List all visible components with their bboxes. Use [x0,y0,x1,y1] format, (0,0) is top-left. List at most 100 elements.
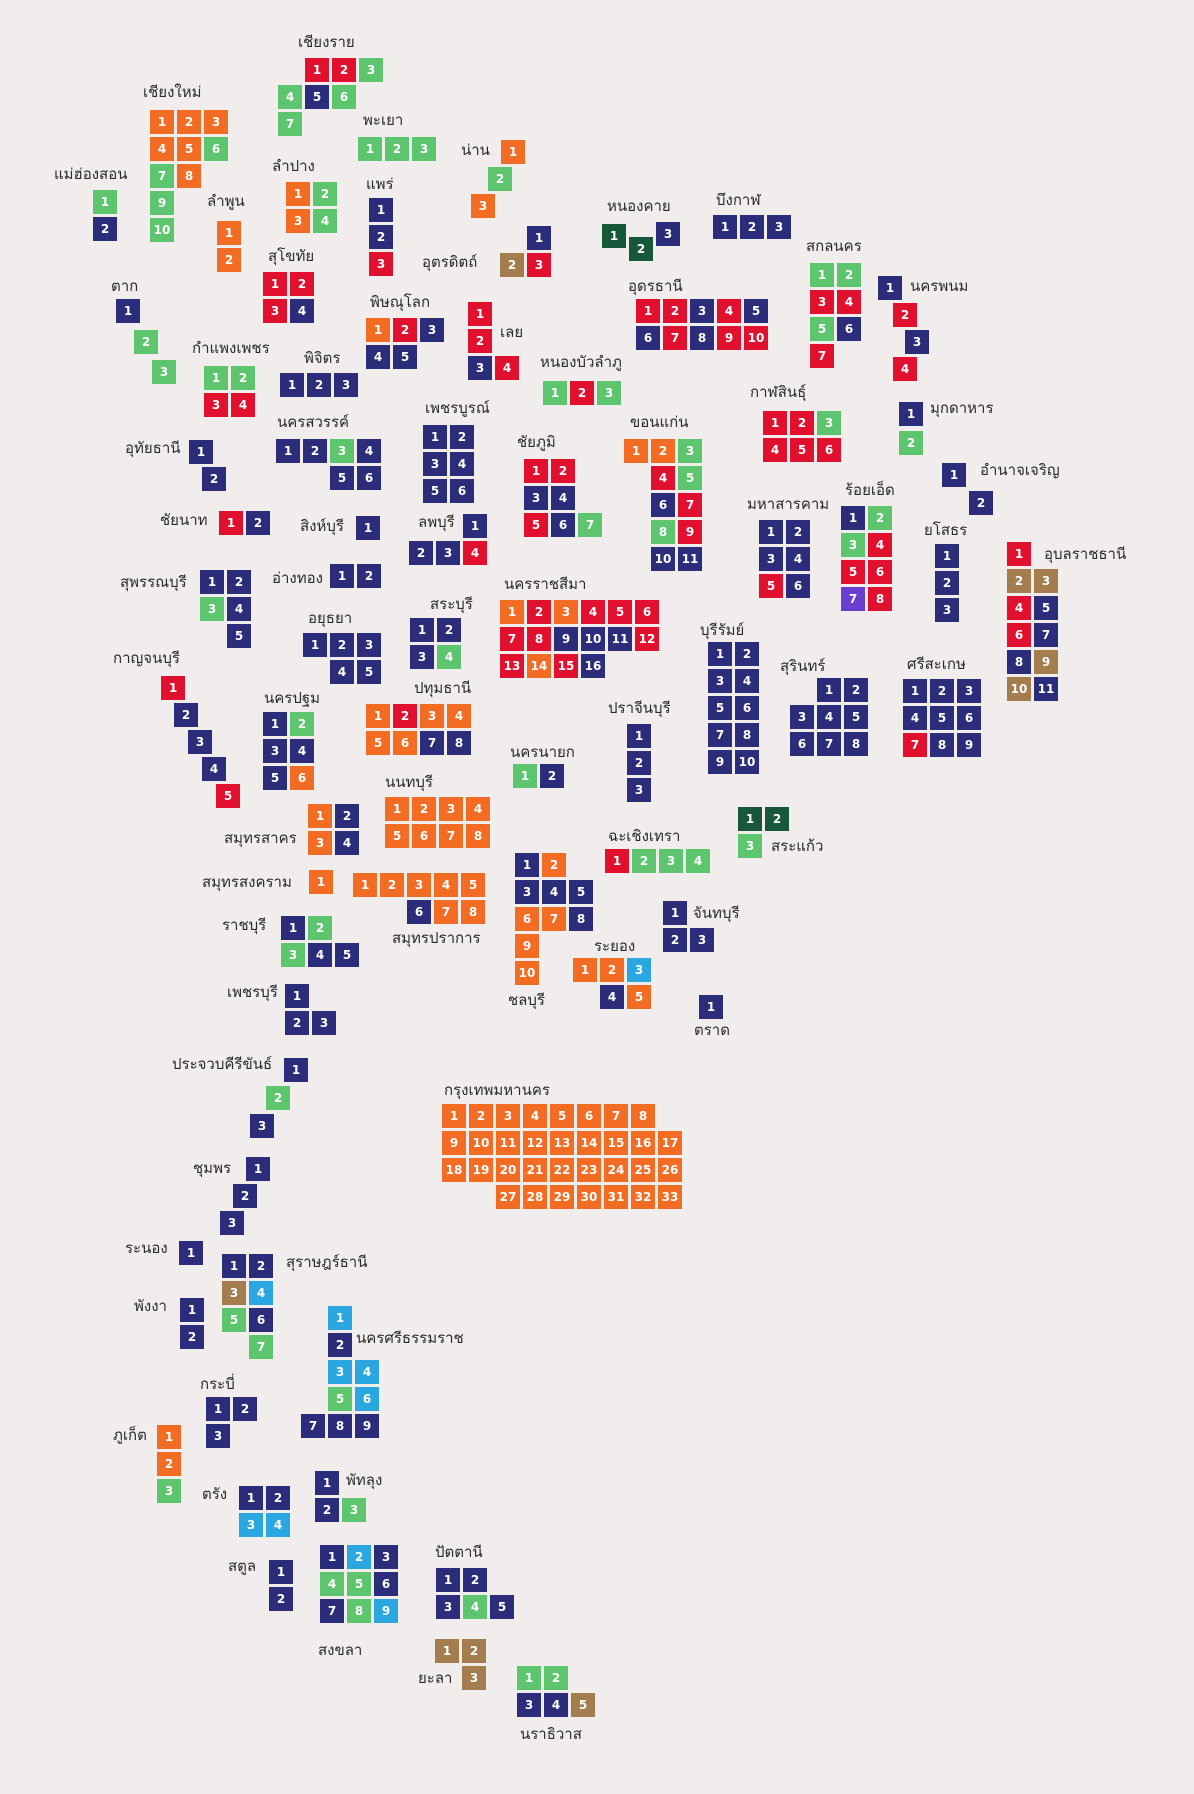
province-label: อุทัยธานี [125,439,181,457]
seat-tile: 9 [515,934,539,958]
seat-tile: 7 [604,1104,628,1128]
seat-tile: 5 [571,1693,595,1717]
seat-tile: 6 [786,574,810,598]
seat-tile: 3 [369,252,393,276]
seat-tile: 1 [320,1545,344,1569]
seat-tile: 7 [678,493,702,517]
seat-tile: 3 [204,393,228,417]
seat-tile: 4 [463,1595,487,1619]
seat-tile: 8 [347,1599,371,1623]
seat-tile: 8 [177,164,201,188]
seat-tile: 2 [786,520,810,544]
seat-tile: 5 [347,1572,371,1596]
seat-tile: 6 [407,900,431,924]
seat-tile: 2 [174,703,198,727]
seat-tile: 11 [496,1131,520,1155]
seat-tile: 4 [581,600,605,624]
seat-tile: 1 [738,807,762,831]
seat-tile: 1 [442,1104,466,1128]
province-label: ชุมพร [193,1159,232,1177]
seat-tile: 7 [663,326,687,350]
province-label: เชียงราย [298,33,355,51]
seat-tile: 4 [227,597,251,621]
seat-tile: 1 [663,901,687,925]
seat-tile: 19 [469,1158,493,1182]
seat-tile: 1 [161,676,185,700]
seat-tile: 3 [678,439,702,463]
seat-tile: 9 [374,1599,398,1623]
seat-tile: 3 [690,299,714,323]
seat-tile: 1 [636,299,660,323]
seat-tile: 1 [305,58,329,82]
seat-tile: 1 [281,916,305,940]
seat-tile: 2 [290,712,314,736]
seat-tile: 2 [393,704,417,728]
seat-tile: 2 [332,58,356,82]
province-label: อำนาจเจริญ [980,461,1060,479]
seat-tile: 6 [636,326,660,350]
seat-tile: 9 [708,750,732,774]
seat-tile: 1 [263,272,287,296]
seat-tile: 5 [627,985,651,1009]
seat-tile: 10 [150,218,174,242]
seat-tile: 4 [355,1360,379,1384]
seat-tile: 2 [180,1325,204,1349]
seat-tile: 3 [357,633,381,657]
seat-tile: 7 [903,733,927,757]
province-label: กำแพงเพชร [192,339,270,357]
seat-tile: 2 [307,373,331,397]
seat-tile: 5 [569,880,593,904]
seat-tile: 2 [217,248,241,272]
seat-tile: 3 [330,439,354,463]
seat-tile: 2 [790,411,814,435]
seat-tile: 2 [765,807,789,831]
seat-tile: 7 [1034,623,1058,647]
province-label: ลำพูน [207,192,245,210]
seat-tile: 1 [903,679,927,703]
seat-tile: 5 [357,660,381,684]
seat-tile: 1 [423,425,447,449]
seat-tile: 7 [817,732,841,756]
seat-tile: 3 [841,533,865,557]
seat-tile: 5 [608,600,632,624]
seat-tile: 5 [524,513,548,537]
province-label: พิษณุโลก [370,293,431,311]
seat-tile: 3 [627,778,651,802]
seat-tile: 1 [330,564,354,588]
seat-tile: 3 [334,373,358,397]
seat-tile: 5 [810,317,834,341]
seat-tile: 4 [278,85,302,109]
seat-tile: 4 [466,797,490,821]
seat-tile: 3 [554,600,578,624]
seat-tile: 1 [366,318,390,342]
seat-tile: 6 [651,493,675,517]
seat-tile: 10 [1007,677,1031,701]
seat-tile: 3 [496,1104,520,1128]
seat-tile: 1 [463,514,487,538]
seat-tile: 1 [358,137,382,161]
seat-tile: 2 [468,329,492,353]
province-label: ปราจีนบุรี [608,699,671,717]
seat-tile: 2 [313,182,337,206]
seat-tile: 21 [523,1158,547,1182]
seat-tile: 5 [328,1387,352,1411]
seat-tile: 30 [577,1185,601,1209]
seat-tile: 8 [447,731,471,755]
seat-tile: 1 [276,439,300,463]
seat-tile: 1 [206,1397,230,1421]
seat-tile: 7 [578,513,602,537]
seat-tile: 4 [266,1513,290,1537]
seat-tile: 7 [249,1335,273,1359]
seat-tile: 5 [790,438,814,462]
seat-tile: 1 [410,618,434,642]
province-label: สุพรรณบุรี [120,573,187,591]
seat-tile: 2 [488,167,512,191]
seat-tile: 1 [308,804,332,828]
province-label: ภูเก็ต [113,1426,147,1444]
seat-tile: 2 [330,633,354,657]
seat-tile: 9 [355,1414,379,1438]
seat-tile: 4 [651,466,675,490]
seat-tile: 32 [631,1185,655,1209]
seat-tile: 5 [305,85,329,109]
province-label: นนทบุรี [385,773,433,791]
